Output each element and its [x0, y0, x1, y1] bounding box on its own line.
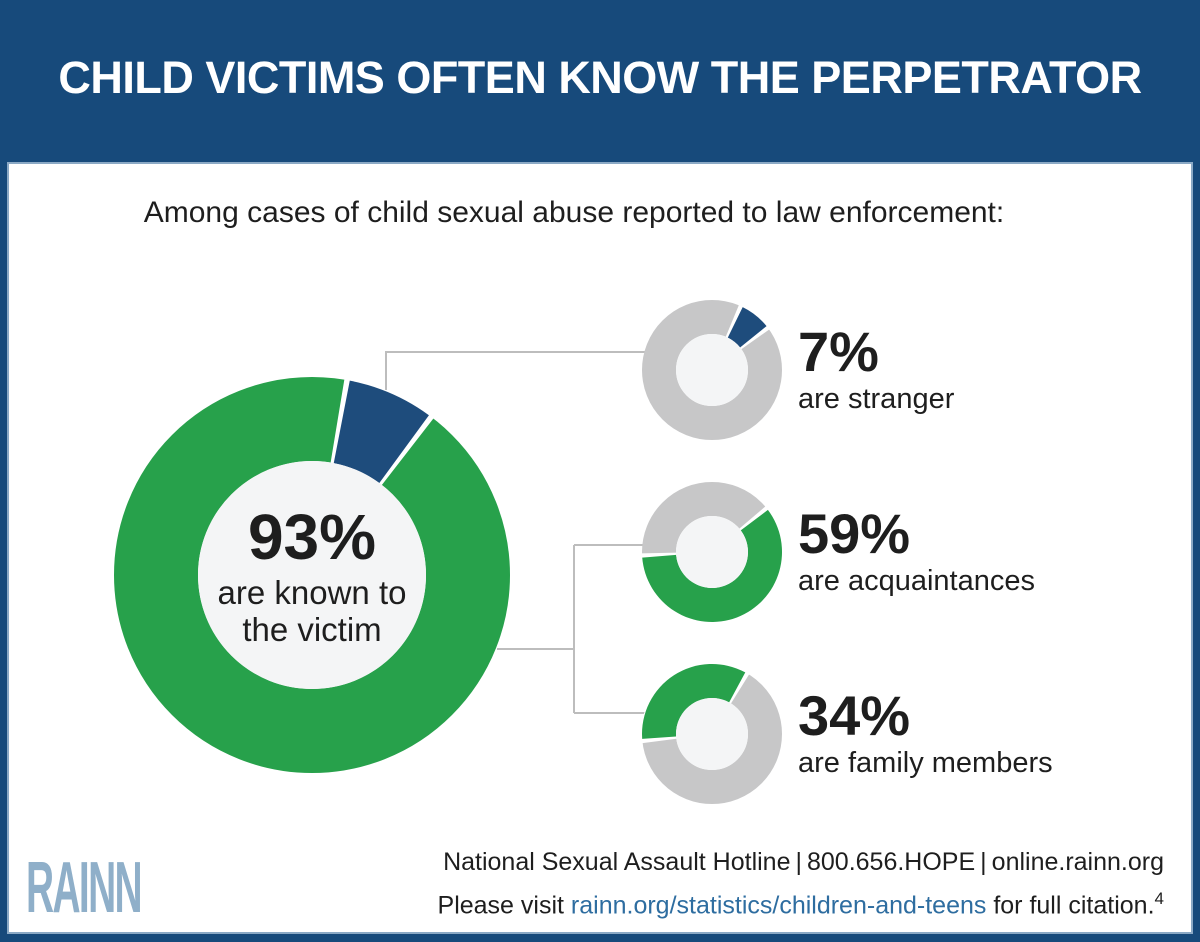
acquaintances-stat-label: 59% are acquaintances [798, 490, 1178, 614]
chart-subtitle: Among cases of child sexual abuse report… [143, 196, 1005, 229]
citation-link[interactable]: rainn.org/statistics/children-and-teens [570, 891, 987, 919]
acquaintances-pct: 59% [798, 501, 911, 565]
citation-prefix: Please visit [437, 891, 571, 919]
citation-suffix: for full citation. [986, 891, 1155, 919]
header-band: CHILD VICTIMS OFTEN KNOW THE PERPETRATOR [0, 0, 1200, 162]
footer: National Sexual Assault Hotline | 800.65… [438, 848, 1164, 920]
main-donut-value: 93% [247, 500, 377, 573]
hotline-text: National Sexual Assault Hotline | 800.65… [443, 847, 1164, 876]
stranger-pct: 7% [798, 319, 879, 383]
main-donut-label-line1: are known to [217, 573, 407, 611]
stranger-desc: are stranger [798, 382, 955, 415]
stranger-stat-label: 7% are stranger [798, 308, 1178, 432]
family-stat-label: 34% are family members [798, 672, 1178, 796]
page-title: CHILD VICTIMS OFTEN KNOW THE PERPETRATOR [58, 52, 1142, 103]
main-donut-center-label: 93% are known to the victim [187, 494, 437, 659]
citation-text: Please visit rainn.org/statistics/childr… [438, 889, 1164, 920]
family-pct: 34% [798, 683, 911, 747]
family-desc: are family members [798, 746, 1053, 779]
citation-superscript: 4 [1154, 888, 1164, 908]
acquaintances-desc: are acquaintances [798, 564, 1035, 597]
rainn-logo: RAINN [26, 848, 143, 928]
main-donut-label-line2: the victim [242, 610, 382, 648]
